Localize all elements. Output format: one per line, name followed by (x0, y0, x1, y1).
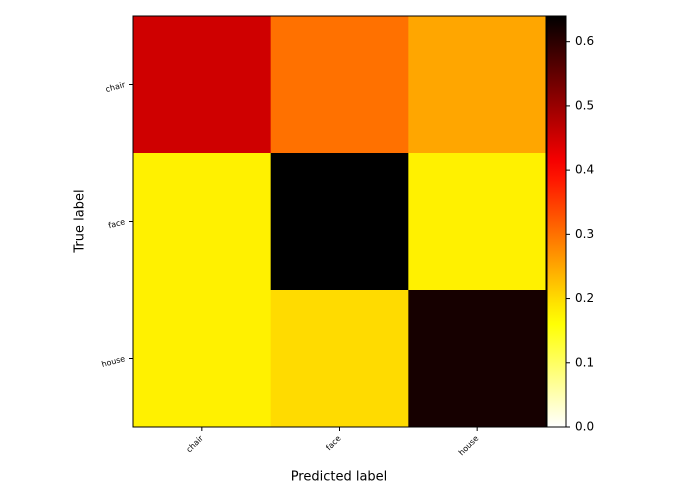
x-tick-label: face (324, 434, 342, 452)
colorbar-tick-label: 0.6 (575, 34, 594, 48)
heatmap-cell (270, 153, 409, 291)
colorbar (546, 15, 567, 428)
heatmap-cell (408, 153, 547, 291)
heatmap-cell (408, 290, 547, 428)
y-tick-label: chair (105, 80, 127, 94)
heatmap-cell (408, 16, 547, 154)
heatmap-cell (133, 153, 272, 291)
heatmap-cell (133, 16, 272, 154)
colorbar-tick-label: 0.0 (575, 420, 594, 434)
y-tick-label: face (107, 217, 126, 230)
y-axis-label: True label (73, 189, 88, 253)
colorbar-tick-label: 0.2 (575, 291, 594, 305)
colorbar-tick-label: 0.5 (575, 98, 594, 112)
heatmap-cell (133, 290, 272, 428)
x-tick-label: chair (185, 433, 206, 454)
colorbar-tick-label: 0.4 (575, 163, 594, 177)
x-tick-label: house (457, 434, 480, 457)
heatmap-cell (270, 16, 409, 154)
colorbar-tick-label: 0.1 (575, 355, 594, 369)
colorbar-tick-label: 0.3 (575, 227, 594, 241)
x-axis-label: Predicted label (291, 470, 388, 485)
y-tick-label: house (101, 354, 127, 369)
heatmap-cell (270, 290, 409, 428)
